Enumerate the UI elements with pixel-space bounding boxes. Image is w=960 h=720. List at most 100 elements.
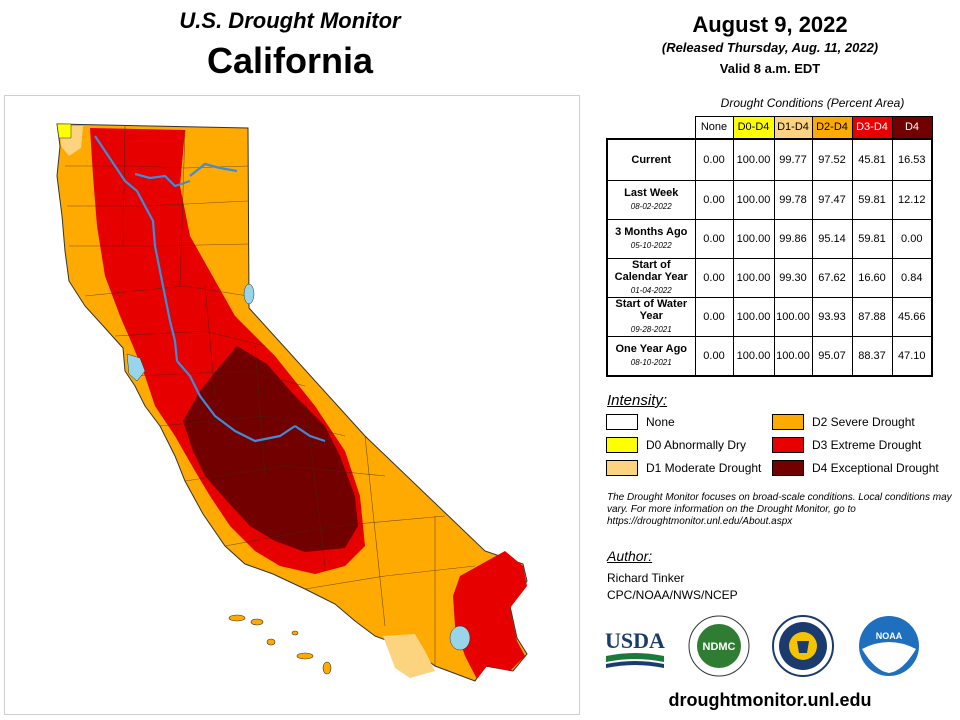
map-header: U.S. Drought Monitor California <box>120 8 460 82</box>
d1-southcoast <box>383 634 435 678</box>
legend-label: D4 Exceptional Drought <box>812 461 939 475</box>
legend-d4: D4 Exceptional Drought <box>772 460 939 476</box>
table-row: Start of Water Year 09-28-2021 0.00 100.00 1… <box>606 297 933 337</box>
table-cell: 88.37 <box>851 336 893 376</box>
col-d0-d4: D0-D4 <box>732 116 775 139</box>
table-cell: 95.14 <box>811 219 853 259</box>
legend-d3: D3 Extreme Drought <box>772 437 921 453</box>
table-header-row: None D0-D4 D1-D4 D2-D4 D3-D4 D4 <box>607 116 933 139</box>
table-title: Drought Conditions (Percent Area) <box>720 96 905 110</box>
legend-d1: D1 Moderate Drought <box>606 460 761 476</box>
row-label-text: One Year Ago <box>615 342 688 355</box>
table-cell: 67.62 <box>811 258 853 298</box>
ndmc-logo[interactable]: NDMC <box>688 615 750 682</box>
report-date: August 9, 2022 <box>692 12 848 37</box>
table-cell: 100.00 <box>732 138 775 181</box>
table-cell: 93.93 <box>811 297 853 337</box>
d0-northwest <box>56 123 72 139</box>
legend-swatch <box>772 460 804 476</box>
table-cell: 45.81 <box>851 138 893 181</box>
row-date: 09-28-2021 <box>630 325 672 334</box>
rivers <box>94 135 326 443</box>
table-cell: 0.00 <box>694 258 734 298</box>
legend-label: D3 Extreme Drought <box>812 438 922 452</box>
row-label: One Year Ago 08-10-2021 <box>606 336 696 376</box>
legend-label: D0 Abnormally Dry <box>646 438 747 452</box>
table-cell: 87.88 <box>851 297 893 337</box>
legend-label: D2 Severe Drought <box>812 415 915 429</box>
california-map-svg <box>56 123 528 682</box>
col-d3-d4: D3-D4 <box>851 116 893 139</box>
table-cell: 99.77 <box>773 138 813 181</box>
author-block: Richard Tinker CPC/NOAA/NWS/NCEP <box>607 570 738 604</box>
county-lines <box>65 125 476 666</box>
lake-tahoe <box>243 283 255 305</box>
usda-logo-text: USDA <box>605 628 665 653</box>
table-row: Last Week 08-02-2022 0.00 100.00 99.78 97.47 5… <box>606 180 933 220</box>
legend-swatch <box>772 437 804 453</box>
row-label-text: Start of Water Year <box>615 298 688 322</box>
noaa-logo[interactable]: NOAA <box>858 615 920 682</box>
row-label-text: Current <box>631 153 672 166</box>
report-header: August 9, 2022 (Released Thursday, Aug. … <box>620 12 920 76</box>
table-row: One Year Ago 08-10-2021 0.00 100.00 100.00 95… <box>606 336 933 376</box>
table-cell: 0.00 <box>891 219 933 259</box>
table-cell: 99.86 <box>773 219 813 259</box>
row-date: 01-04-2022 <box>630 286 672 295</box>
commerce-logo[interactable] <box>772 615 834 682</box>
disclaimer-note: The Drought Monitor focuses on broad-sca… <box>607 492 952 527</box>
table-cell: 100.00 <box>732 297 775 337</box>
state-title: California <box>206 40 374 81</box>
author-name: Richard Tinker <box>607 571 685 585</box>
col-d4: D4 <box>891 116 933 139</box>
table-cell: 0.00 <box>694 180 734 220</box>
valid-time: Valid 8 a.m. EDT <box>719 61 821 76</box>
usda-logo[interactable]: USDA <box>604 620 666 675</box>
author-org: CPC/NOAA/NWS/NCEP <box>607 588 738 602</box>
col-d2-d4: D2-D4 <box>811 116 853 139</box>
row-label-text: 3 Months Ago <box>615 226 688 238</box>
table-cell: 99.30 <box>773 258 813 298</box>
author-label: Author: <box>607 548 653 564</box>
conditions-table: None D0-D4 D1-D4 D2-D4 D3-D4 D4 Current 0… <box>606 116 933 377</box>
table-cell: 12.12 <box>891 180 933 220</box>
drought-map <box>4 95 580 715</box>
d4-exceptional <box>183 346 358 552</box>
noaa-logo-text: NOAA <box>876 631 903 641</box>
table-cell: 0.00 <box>694 219 734 259</box>
legend-label: None <box>646 415 675 429</box>
row-label-text: Start of Calendar Year <box>614 259 688 283</box>
table-cell: 16.53 <box>891 138 933 181</box>
legend-swatch <box>606 460 638 476</box>
table-cell: 0.84 <box>891 258 933 298</box>
table-cell: 97.47 <box>811 180 853 220</box>
table-cell: 100.00 <box>732 180 775 220</box>
table-cell: 59.81 <box>851 219 893 259</box>
legend-d2: D2 Severe Drought <box>772 414 915 430</box>
intensity-label: Intensity: <box>607 392 668 409</box>
channel-islands <box>228 614 332 675</box>
table-cell: 99.78 <box>773 180 813 220</box>
row-label: Start of Calendar Year 01-04-2022 <box>606 258 696 298</box>
d3-southeast <box>453 551 527 679</box>
legend-none: None <box>606 414 675 430</box>
ndmc-logo-text: NDMC <box>703 641 736 653</box>
site-url[interactable]: droughtmonitor.unl.edu <box>668 690 872 710</box>
release-date: (Released Thursday, Aug. 11, 2022) <box>661 40 879 55</box>
table-cell: 100.00 <box>732 258 775 298</box>
col-d1-d4: D1-D4 <box>773 116 813 139</box>
legend-swatch <box>772 414 804 430</box>
row-label: Start of Water Year 09-28-2021 <box>606 297 696 337</box>
row-label: Last Week 08-02-2022 <box>606 180 696 220</box>
table-row: Start of Calendar Year 01-04-2022 0.00 100.… <box>606 258 933 298</box>
salton-sea <box>449 625 471 651</box>
table-cell: 100.00 <box>773 297 813 337</box>
row-date: 08-10-2021 <box>630 357 672 367</box>
legend-label: D1 Moderate Drought <box>646 461 762 475</box>
table-cell: 45.66 <box>891 297 933 337</box>
table-cell: 97.52 <box>811 138 853 181</box>
legend-swatch <box>606 414 638 430</box>
row-label-text: Last Week <box>624 187 679 199</box>
table-cell: 100.00 <box>732 219 775 259</box>
table-cell: 16.60 <box>851 258 893 298</box>
